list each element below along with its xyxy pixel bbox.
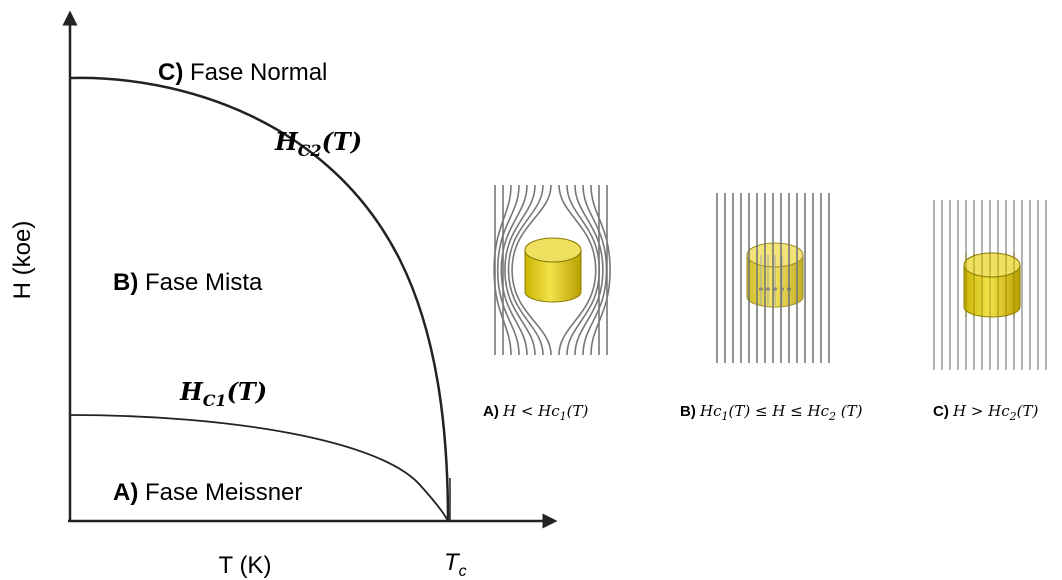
curve-label: HC2(T) [274, 127, 362, 160]
curve-symbol: H [274, 127, 299, 156]
curve-label: HC1(T) [179, 377, 267, 410]
region-name: Fase Mista [145, 269, 263, 296]
panel-caption: B) Hc1(T) ≤ H ≤ Hc2 (T) [680, 402, 863, 423]
curve-subscript: C1 [203, 391, 227, 410]
region-name: Fase Meissner [145, 479, 302, 506]
region-label: A) Fase Meissner [113, 479, 302, 506]
caption-math: Hc [699, 402, 722, 420]
caption-letter: A) [483, 403, 499, 420]
cylinder [525, 238, 581, 302]
region-label: B) Fase Mista [113, 269, 263, 296]
region-letter: C) [158, 59, 183, 86]
y-axis-label: H (koe) [9, 221, 36, 300]
curve-argument: (T) [322, 127, 363, 156]
curve-argument: (T) [227, 377, 268, 406]
cylinder [747, 243, 803, 307]
caption-letter: C) [933, 403, 949, 420]
caption-math: (T) ≤ H ≤ Hc [728, 402, 829, 420]
field-lines [717, 193, 829, 363]
region-letter: B) [113, 269, 138, 296]
caption-subscript: 2 [828, 410, 836, 423]
region-letter: A) [113, 479, 138, 506]
caption-letter: B) [680, 403, 696, 420]
labels: C) Fase Normal B) Fase Mista A) Fase Meiss… [113, 59, 362, 506]
curve-symbol: H [179, 377, 204, 406]
curve-subscript: C2 [298, 141, 322, 160]
caption-subscript: 2 [1009, 410, 1017, 423]
cylinder-top [525, 238, 581, 262]
panel-caption: C) H > Hc2(T) [933, 402, 1039, 423]
panel: A) H < Hc1(T) [483, 185, 803, 423]
region-label: C) Fase Normal [158, 59, 327, 86]
caption-math: (T) [836, 402, 863, 420]
caption-subscript: 1 [560, 410, 567, 423]
caption-math: (T) [567, 402, 589, 420]
cylinder [964, 253, 1020, 317]
caption-math: (T) [1017, 402, 1039, 420]
diagram: H (koe) T (K) Tc C) Fase Normal B) Fase M… [0, 0, 1062, 580]
panel: B) Hc1(T) ≤ H ≤ Hc2 (T) [680, 193, 863, 423]
x-axis-label: T (K) [219, 552, 272, 579]
panel: C) H > Hc2(T) [933, 200, 1046, 423]
panels: A) H < Hc1(T)B) Hc1(T) ≤ H ≤ Hc2 (T)C) H… [483, 185, 1046, 423]
region-name: Fase Normal [190, 59, 327, 86]
cylinder-top [964, 253, 1020, 277]
caption-math: H > Hc [952, 402, 1010, 420]
caption-subscript: 1 [721, 410, 728, 423]
hc2-curve [70, 78, 448, 521]
panel-caption: A) H < Hc1(T) [483, 402, 589, 423]
caption-math: H < Hc [502, 402, 560, 420]
tc-label: Tc [444, 549, 467, 580]
